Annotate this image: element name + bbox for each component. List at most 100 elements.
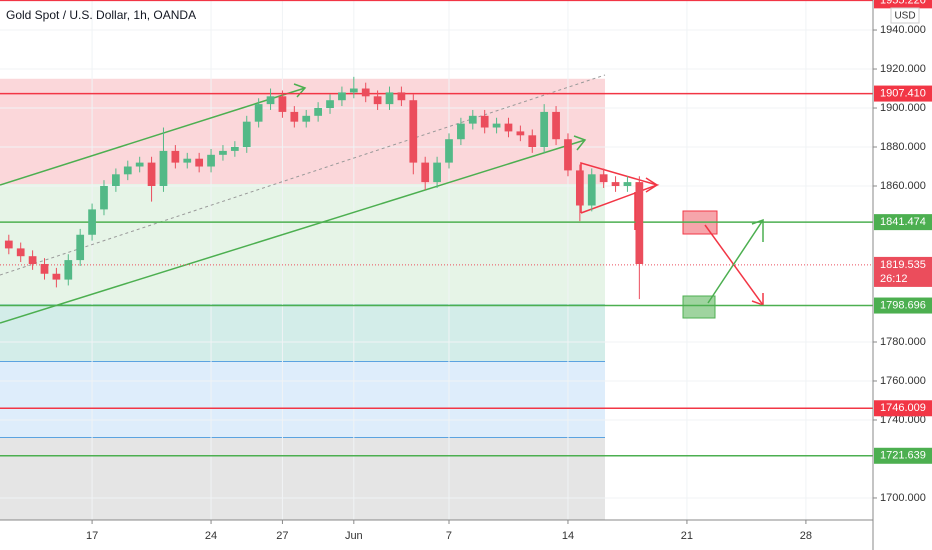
candle-body	[373, 96, 382, 105]
candle-body	[587, 174, 596, 206]
candle-body	[112, 174, 120, 187]
level-tag	[874, 297, 932, 314]
y-tick-label: 1860.000	[880, 180, 926, 192]
level-label: 1955.220	[880, 0, 926, 6]
dashed-line	[0, 74, 606, 276]
level-tag	[874, 85, 932, 102]
candle-body	[242, 121, 251, 148]
zone	[0, 184, 605, 305]
arrow-head	[645, 177, 659, 193]
y-tick-label: 1920.000	[880, 63, 926, 75]
candle-body	[528, 135, 537, 148]
y-tick-label: 1940.000	[880, 24, 926, 36]
zone	[0, 437, 605, 520]
level-tag	[874, 214, 932, 231]
candle-body	[361, 88, 370, 97]
candle-body	[52, 273, 61, 280]
level-tag	[874, 400, 932, 417]
zone	[0, 78, 605, 185]
candle-body	[254, 104, 263, 122]
candle-body	[183, 158, 192, 163]
x-tick-label: 28	[800, 530, 812, 542]
candle-body	[552, 111, 560, 140]
levels	[0, 0, 873, 457]
candle-body	[219, 150, 227, 155]
y-tick-label: 1880.000	[880, 141, 926, 153]
candle-body	[147, 162, 156, 187]
candle-body	[40, 263, 49, 274]
candle-body	[397, 92, 406, 101]
zones	[0, 78, 605, 520]
grid	[0, 0, 873, 520]
candle-body	[135, 162, 144, 167]
level-label: 1746.009	[880, 402, 926, 414]
candle-body	[100, 186, 108, 210]
candle-body	[4, 240, 13, 249]
candle-body	[88, 209, 96, 235]
candle-body	[540, 111, 549, 148]
level-label: 1798.696	[880, 299, 926, 311]
candle-body	[516, 131, 525, 136]
price-tag	[874, 256, 932, 287]
candle-body	[349, 88, 358, 93]
x-tick-label: 21	[681, 530, 693, 542]
candle-body	[480, 115, 489, 128]
candle-body	[421, 162, 430, 183]
y-tick-label: 1780.000	[880, 336, 926, 348]
trend-line	[0, 139, 586, 324]
x-tick-label: 27	[276, 530, 288, 542]
candle-body	[457, 123, 465, 140]
candle-body	[623, 182, 632, 187]
target-box	[682, 295, 716, 319]
candle-body	[599, 174, 608, 183]
zone	[0, 304, 605, 362]
price-label: 1819.535	[880, 259, 926, 271]
level-label: 1841.474	[880, 216, 926, 228]
currency-box	[890, 7, 920, 24]
candle-body	[290, 111, 299, 122]
candle-body	[611, 182, 620, 187]
arrow-head	[573, 135, 587, 151]
candle-body	[575, 170, 584, 206]
y-tick-label: 1900.000	[880, 102, 926, 114]
zone	[0, 361, 605, 438]
candle-body	[445, 139, 453, 163]
candle-body	[207, 154, 215, 167]
level-tag	[874, 447, 932, 464]
x-tick-label: 7	[446, 530, 452, 542]
candle-body	[171, 150, 180, 163]
candle-body	[266, 96, 275, 105]
candle-body	[385, 92, 394, 105]
candle-body	[326, 100, 334, 109]
arrow	[707, 219, 764, 304]
candle-body	[492, 123, 501, 128]
axis: 1700.000 1740.000 1760.000 1780.000 1860.000…	[86, 0, 932, 542]
candle-body	[123, 166, 132, 175]
chart-title: Gold Spot / U.S. Dollar, 1h, OANDA	[6, 8, 196, 22]
candle-body	[338, 92, 346, 101]
candle-body	[230, 147, 239, 151]
level-label: 1721.639	[880, 450, 926, 462]
level-tag	[874, 0, 932, 9]
candle-body	[409, 100, 418, 163]
candle-body	[468, 115, 477, 124]
x-tick-label: Jun	[345, 530, 363, 542]
candle-body	[64, 260, 73, 280]
trend-line	[0, 87, 306, 186]
candle-body	[28, 256, 37, 264]
x-tick-label: 24	[205, 530, 217, 542]
y-tick-label: 1700.000	[880, 492, 926, 504]
candle-body	[195, 158, 204, 167]
candle-body	[278, 96, 287, 112]
countdown: 26:12	[880, 273, 908, 285]
x-tick-label: 17	[86, 530, 98, 542]
level-label: 1907.410	[880, 87, 926, 99]
candle-body	[564, 139, 572, 171]
candle-body	[159, 150, 168, 187]
candle-body	[635, 182, 644, 264]
x-tick-label: 14	[562, 530, 574, 542]
currency: USD	[894, 11, 915, 22]
candles	[4, 76, 644, 300]
candle-body	[314, 108, 322, 116]
